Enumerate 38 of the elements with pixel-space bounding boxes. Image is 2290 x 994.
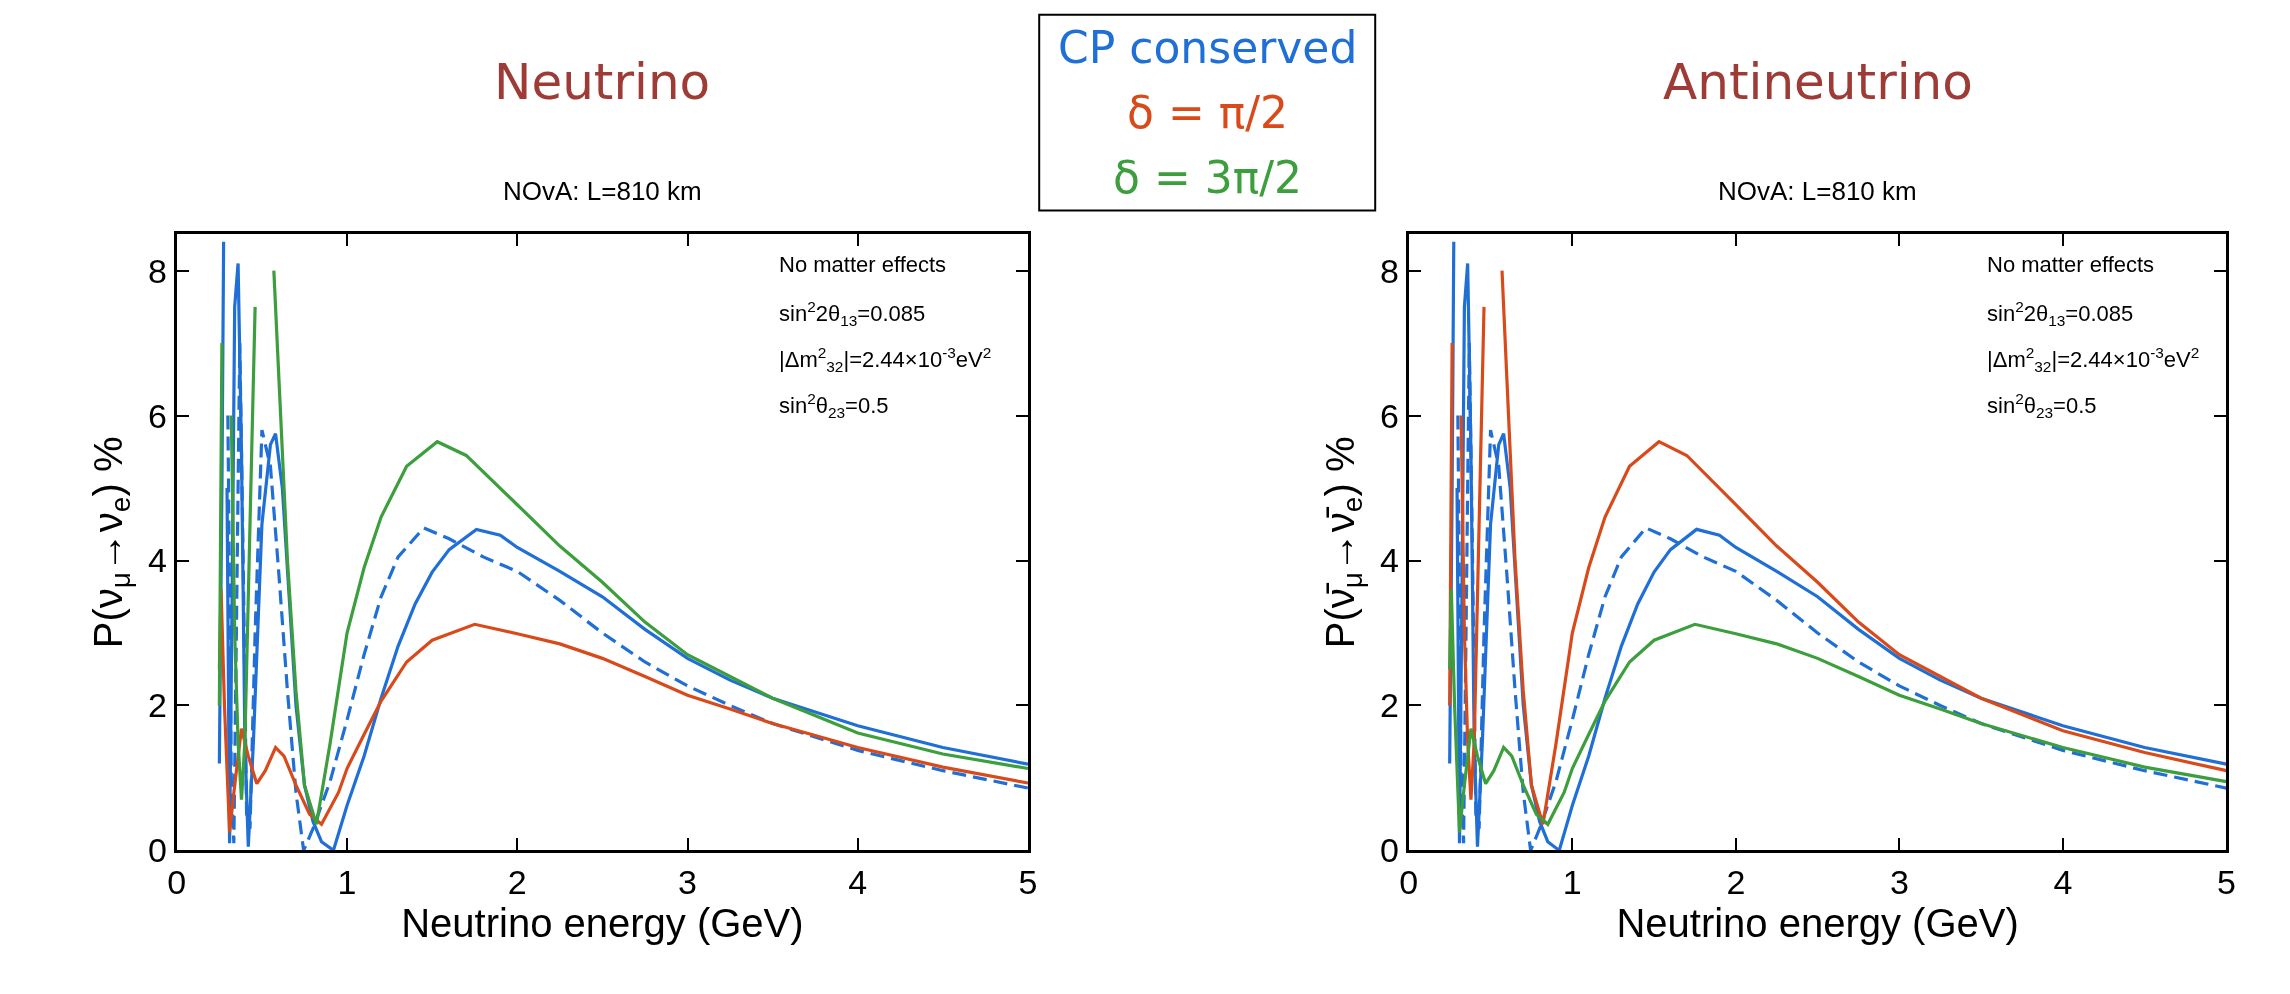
annotation: sin$^{2}$2θ$_{13}$=0.085 xyxy=(779,298,926,329)
y-tick-label: 2 xyxy=(1380,686,1399,725)
annotation: sin$^{2}$θ$_{23}$=0.5 xyxy=(779,390,889,421)
x-tick-label: 2 xyxy=(1726,863,1746,902)
text: δ = 3π/2 xyxy=(1113,152,1303,203)
annotation: No matter effects xyxy=(779,252,947,277)
text: CP conserved xyxy=(1058,22,1358,73)
x-axis-title: Neutrino energy (GeV) xyxy=(1616,901,2019,946)
annotation: sin$^{2}$θ$_{23}$=0.5 xyxy=(1987,390,2097,421)
y-tick-label: 8 xyxy=(148,251,167,290)
x-tick-label: 4 xyxy=(2053,863,2073,902)
chart-subtitle: NOvA: L=810 km xyxy=(503,176,702,206)
y-tick-label: 4 xyxy=(148,541,167,580)
y-tick-label: 8 xyxy=(1380,251,1399,290)
chart-subtitle: NOvA: L=810 km xyxy=(1718,176,1917,206)
y-tick-label: 4 xyxy=(1380,541,1399,580)
x-tick-label: 1 xyxy=(1562,863,1582,902)
y-tick-label: 6 xyxy=(1380,396,1399,435)
annotation: |Δm$^{2}$$_{32}$|=2.44×10$^{-3}$eV$^{2}$ xyxy=(1987,344,2200,375)
text: δ = π/2 xyxy=(1127,87,1289,138)
x-tick-label: 5 xyxy=(1018,863,1038,902)
chart-title: Neutrino xyxy=(494,53,711,111)
x-tick-label: 4 xyxy=(848,863,868,902)
x-tick-label: 5 xyxy=(2216,863,2236,902)
y-tick-label: 0 xyxy=(1380,831,1399,870)
x-tick-label: 3 xyxy=(1889,863,1909,902)
y-tick-label: 6 xyxy=(148,396,167,435)
x-tick-label: 1 xyxy=(337,863,357,902)
annotation: |Δm$^{2}$$_{32}$|=2.44×10$^{-3}$eV$^{2}$ xyxy=(779,344,992,375)
annotation: No matter effects xyxy=(1987,252,2155,277)
line-series xyxy=(1448,587,2227,834)
x-tick-label: 2 xyxy=(507,863,527,902)
y-tick-label: 2 xyxy=(148,686,167,725)
chart-title: Antineutrino xyxy=(1663,53,1973,111)
x-axis-title: Neutrino energy (GeV) xyxy=(401,901,804,946)
x-tick-label: 3 xyxy=(678,863,697,902)
y-tick-label: 0 xyxy=(148,831,167,870)
annotation: sin$^{2}$2θ$_{13}$=0.085 xyxy=(1987,298,2134,329)
